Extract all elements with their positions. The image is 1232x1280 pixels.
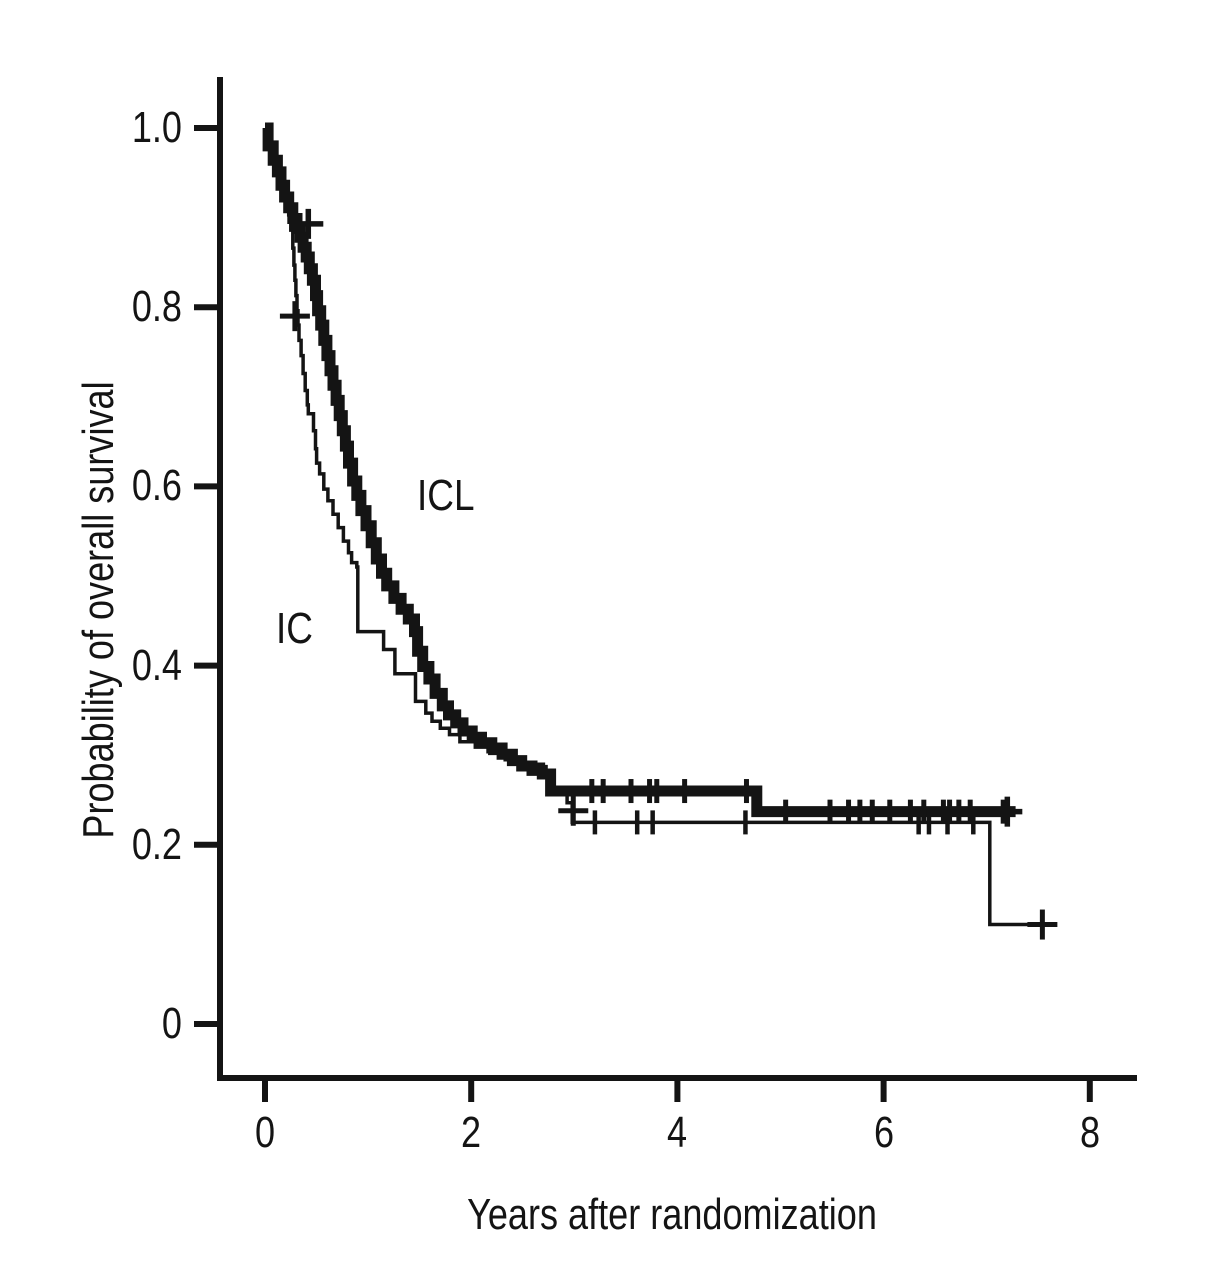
- x-tick-label-8: 8: [1079, 1108, 1100, 1157]
- y-axis-title: Probability of overall survival: [74, 381, 123, 839]
- x-tick-label-4: 4: [667, 1108, 688, 1157]
- y-tick-label-1.0: 1.0: [131, 103, 182, 152]
- y-tick-label-0.6: 0.6: [131, 461, 182, 511]
- x-tick-label-0: 0: [254, 1108, 276, 1157]
- y-tick-label-0.2: 0.2: [131, 819, 182, 869]
- x-tick-label-2: 2: [461, 1108, 482, 1157]
- curve-label-icl: ICL: [417, 471, 475, 520]
- survival-curves: [262, 122, 1053, 927]
- y-tick-label-0.4: 0.4: [131, 640, 182, 690]
- survival-curve-ic: [265, 126, 1053, 927]
- axes: [194, 77, 1137, 1102]
- survival-curve-icl: [262, 122, 1016, 818]
- x-tick-label-6: 6: [873, 1108, 894, 1157]
- curve-label-ic: IC: [276, 604, 313, 653]
- x-axis-title: Years after randomization: [467, 1190, 877, 1239]
- censor-marks: [279, 208, 1058, 940]
- y-tick-label-0: 0: [161, 999, 182, 1048]
- y-tick-label-0.8: 0.8: [131, 282, 182, 332]
